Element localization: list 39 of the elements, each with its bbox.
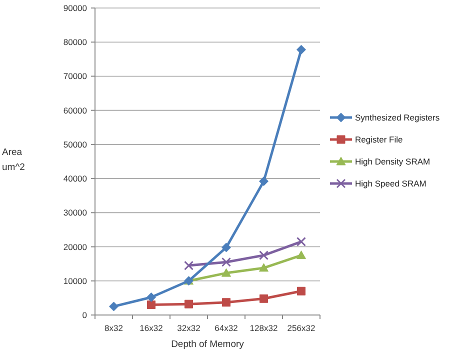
point: [260, 294, 268, 303]
point: [146, 292, 156, 302]
x-tick-label: 256x32: [287, 323, 316, 333]
y-tick-label: 70000: [63, 71, 88, 82]
legend-label: High Density SRAM: [355, 156, 430, 166]
point: [222, 257, 231, 267]
point: [184, 260, 194, 270]
y-tick-label: 0: [82, 310, 88, 320]
point: [296, 236, 306, 246]
point: [222, 298, 230, 307]
legend-label: Register File: [355, 134, 403, 144]
y-tick-label: 10000: [63, 276, 88, 286]
point: [259, 176, 268, 186]
point: [184, 300, 193, 308]
point: [109, 302, 118, 312]
point: [147, 300, 156, 310]
x-tick-label: 64x32: [214, 323, 238, 333]
legend-label: Synthesized Registers: [355, 112, 440, 122]
x-axis-title: Depth of Memory: [171, 339, 244, 350]
x-tick-label: 16x32: [140, 323, 164, 333]
point: [296, 44, 306, 54]
y-tick-label: 30000: [63, 208, 88, 218]
y-tick-label: 50000: [63, 139, 88, 150]
y-tick-label: 80000: [63, 37, 88, 48]
point: [297, 286, 306, 296]
x-tick-label: 8x32: [104, 323, 124, 333]
x-tick-label: 32x32: [177, 323, 201, 333]
point: [296, 250, 306, 260]
legend-label: High Speed SRAM: [355, 178, 426, 188]
point: [259, 250, 268, 260]
y-axis-title: Area um^2: [2, 147, 25, 173]
y-tick-label: 20000: [63, 242, 88, 252]
point: [259, 263, 268, 272]
point: [222, 268, 231, 277]
y-tick-label: 60000: [63, 105, 88, 116]
y-tick-label: 40000: [63, 174, 88, 184]
y-tick-label: 90000: [63, 2, 88, 13]
x-tick-label: 128x32: [250, 323, 278, 333]
point: [222, 242, 231, 252]
